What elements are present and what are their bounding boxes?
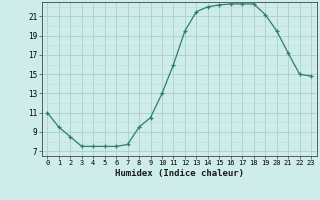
X-axis label: Humidex (Indice chaleur): Humidex (Indice chaleur) xyxy=(115,169,244,178)
